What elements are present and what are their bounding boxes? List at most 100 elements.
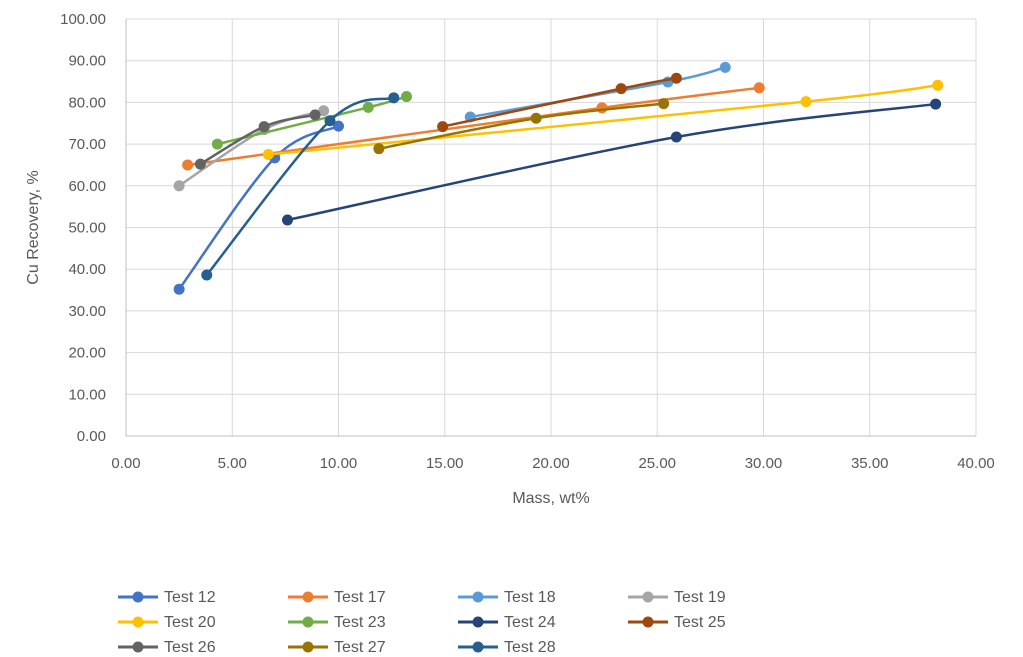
y-tick-label: 50.00 <box>68 220 106 237</box>
data-point <box>182 159 194 171</box>
x-tick-label: 40.00 <box>957 455 995 472</box>
legend-label: Test 12 <box>164 589 216 606</box>
y-tick-label: 90.00 <box>68 53 106 70</box>
series-test-20 <box>262 79 944 161</box>
legend-label: Test 18 <box>504 589 556 606</box>
legend-label: Test 27 <box>334 639 386 656</box>
legend-swatch-marker <box>472 616 484 628</box>
x-tick-label: 25.00 <box>638 455 676 472</box>
legend-item-test-26: Test 26 <box>118 639 216 656</box>
legend-swatch-marker <box>642 591 654 603</box>
data-point <box>324 115 336 127</box>
series-test-26 <box>194 109 321 170</box>
data-point <box>930 98 942 110</box>
data-point <box>258 121 270 133</box>
series-line <box>442 76 677 128</box>
x-axis-title: Mass, wt% <box>512 490 589 507</box>
data-point <box>309 109 321 121</box>
data-point <box>262 149 274 161</box>
legend-item-test-18: Test 18 <box>458 589 556 606</box>
data-point <box>173 283 185 295</box>
legend-item-test-27: Test 27 <box>288 639 386 656</box>
series-layer <box>173 61 944 295</box>
legend-swatch-marker <box>132 616 144 628</box>
y-tick-label: 100.00 <box>60 11 106 28</box>
series-test-25 <box>437 72 682 133</box>
y-tick-label: 40.00 <box>68 261 106 278</box>
data-point <box>437 121 449 133</box>
legend-swatch-marker <box>642 616 654 628</box>
data-point <box>211 138 223 150</box>
legend-item-test-20: Test 20 <box>118 614 216 631</box>
x-tick-label: 5.00 <box>218 455 247 472</box>
data-point <box>596 102 608 114</box>
data-point <box>670 72 682 84</box>
x-tick-label: 35.00 <box>851 455 889 472</box>
legend: Test 12 Test 17 Test 18 Test 19 Test 20 Test … <box>118 589 726 656</box>
data-point <box>658 98 670 110</box>
legend-label: Test 19 <box>674 589 726 606</box>
series-test-18 <box>464 61 731 123</box>
data-point <box>401 91 412 103</box>
legend-label: Test 24 <box>504 614 556 631</box>
y-tick-label: 0.00 <box>77 428 106 445</box>
data-point <box>194 158 206 170</box>
y-axis-title: Cu Recovery, % <box>25 170 42 284</box>
legend-label: Test 25 <box>674 614 726 631</box>
legend-item-test-24: Test 24 <box>458 614 556 631</box>
series-line <box>205 96 395 276</box>
data-point <box>753 82 765 94</box>
series-line <box>470 66 726 119</box>
series-test-24 <box>282 98 942 226</box>
tick-labels: 0.00 5.00 10.00 15.00 20.00 25.00 30.00 35.00 40… <box>60 11 995 472</box>
series-line <box>287 102 936 222</box>
data-point <box>173 180 185 192</box>
y-tick-label: 80.00 <box>68 94 106 111</box>
legend-label: Test 23 <box>334 614 386 631</box>
legend-swatch-marker <box>132 641 144 653</box>
x-tick-label: 0.00 <box>111 455 140 472</box>
legend-swatch-marker <box>472 591 484 603</box>
data-point <box>932 79 944 91</box>
y-tick-label: 30.00 <box>68 303 106 320</box>
legend-label: Test 17 <box>334 589 386 606</box>
axes <box>125 19 976 437</box>
series-test-27 <box>373 98 670 155</box>
legend-label: Test 28 <box>504 639 556 656</box>
data-point <box>373 143 385 155</box>
x-tick-label: 20.00 <box>532 455 570 472</box>
legend-swatch-marker <box>302 616 314 628</box>
legend-swatch-marker <box>302 641 314 653</box>
legend-item-test-12: Test 12 <box>118 589 216 606</box>
data-point <box>388 92 400 104</box>
data-point <box>530 112 542 124</box>
x-tick-label: 30.00 <box>745 455 783 472</box>
series-line <box>268 84 938 156</box>
y-tick-label: 10.00 <box>68 386 106 403</box>
legend-item-test-25: Test 25 <box>628 614 726 631</box>
data-point <box>615 83 627 95</box>
legend-swatch-marker <box>132 591 144 603</box>
data-point <box>333 120 344 132</box>
legend-item-test-17: Test 17 <box>288 589 386 606</box>
gridlines <box>126 18 977 436</box>
data-point <box>362 101 374 113</box>
data-point <box>318 105 330 117</box>
y-tick-label: 60.00 <box>68 178 106 195</box>
data-point <box>670 131 682 143</box>
series-test-28 <box>201 92 400 281</box>
x-tick-label: 15.00 <box>426 455 464 472</box>
legend-swatch-marker <box>472 641 484 653</box>
y-tick-label: 70.00 <box>68 136 106 153</box>
legend-swatch-marker <box>302 591 314 603</box>
data-point <box>282 214 293 226</box>
legend-item-test-19: Test 19 <box>628 589 726 606</box>
data-point <box>719 61 731 73</box>
data-point <box>201 269 213 281</box>
legend-label: Test 26 <box>164 639 216 656</box>
y-tick-label: 20.00 <box>68 345 106 362</box>
legend-item-test-28: Test 28 <box>458 639 556 656</box>
x-tick-label: 10.00 <box>320 455 358 472</box>
legend-label: Test 20 <box>164 614 216 631</box>
